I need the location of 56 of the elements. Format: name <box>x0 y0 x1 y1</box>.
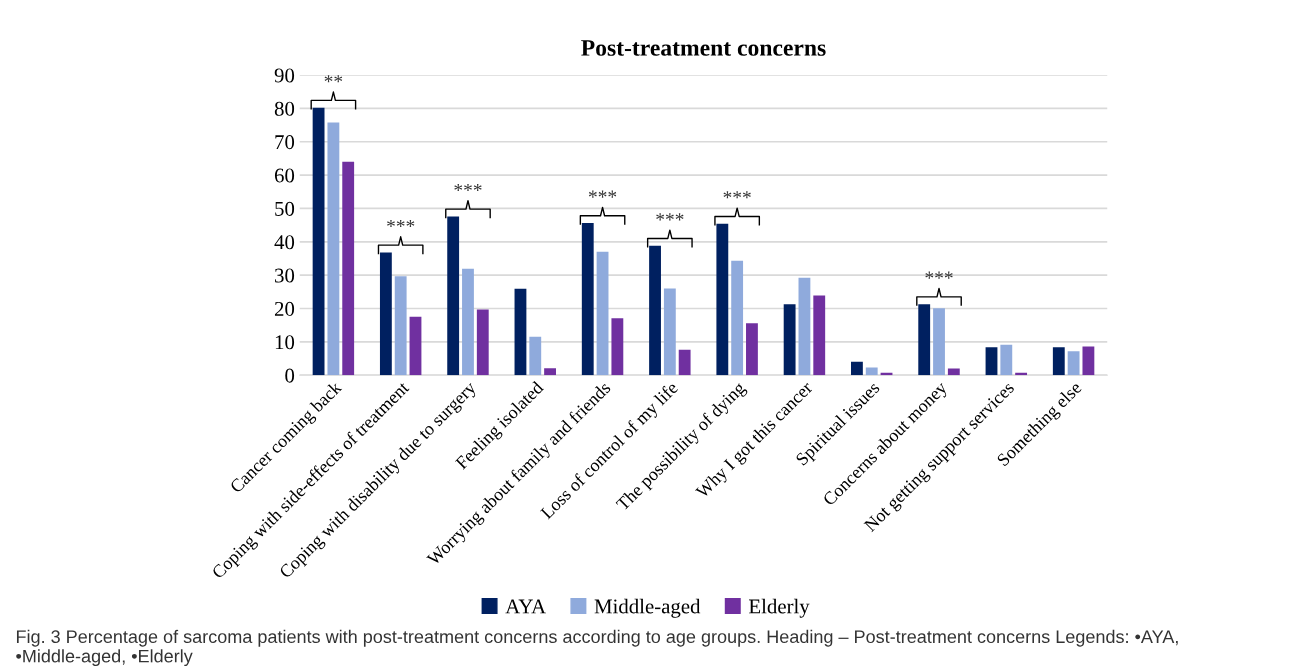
annotation: ** <box>324 75 343 83</box>
y-tick-label: 0 <box>285 368 295 383</box>
annotation: *** <box>387 219 415 228</box>
bar <box>1082 346 1095 376</box>
bar <box>1052 347 1065 376</box>
bar <box>409 316 422 376</box>
bar <box>544 368 556 376</box>
y-tick-label: 10 <box>275 335 295 350</box>
bar <box>851 361 863 376</box>
y-tick-label: 90 <box>274 68 295 83</box>
y-tick-label: 50 <box>275 201 295 216</box>
legend-label: Middle-aged <box>594 598 701 618</box>
bar <box>379 252 392 376</box>
bar <box>596 251 609 376</box>
bar <box>731 260 744 376</box>
bar <box>447 216 460 376</box>
y-tick-label: 70 <box>275 135 295 150</box>
bar <box>649 245 661 376</box>
bar <box>611 318 624 376</box>
bar <box>813 295 826 376</box>
bar <box>783 304 796 376</box>
y-tick-label: 40 <box>274 235 295 250</box>
annotation: *** <box>656 213 684 221</box>
bar <box>798 277 811 376</box>
bar <box>476 309 489 376</box>
bar <box>514 288 527 376</box>
bar <box>985 347 998 376</box>
bar <box>342 161 355 376</box>
y-tick-label: 60 <box>274 168 295 183</box>
bar <box>1067 351 1080 376</box>
annotation: *** <box>925 271 953 279</box>
chart-title: Post-treatment concerns <box>581 40 826 56</box>
caption: Fig. 3 Percentage of sarcoma patients with post-treatment concerns according to age groups. Heading – Post-treatment concerns Legends: •AYA, •Middle-aged, •Elderly <box>16 629 1178 667</box>
bar <box>865 367 878 376</box>
y-tick-label: 20 <box>274 301 295 316</box>
y-tick-label: 30 <box>275 268 295 283</box>
bar <box>327 122 340 376</box>
annotation: *** <box>454 183 482 192</box>
bar <box>746 323 758 376</box>
bar <box>529 336 542 376</box>
bar <box>1000 344 1013 376</box>
bar <box>312 107 325 376</box>
legend-label: Elderly <box>749 598 810 618</box>
bar <box>581 223 594 376</box>
annotation: *** <box>588 190 617 198</box>
bar <box>663 288 676 376</box>
bar <box>678 349 691 376</box>
bar <box>947 368 960 376</box>
bar <box>918 304 931 376</box>
bar <box>933 308 945 376</box>
bar <box>394 276 407 376</box>
annotation: *** <box>723 191 751 199</box>
legend-label: AYA <box>505 599 546 614</box>
bar <box>716 223 729 376</box>
bar <box>462 268 474 376</box>
y-tick-label: 80 <box>274 101 295 116</box>
